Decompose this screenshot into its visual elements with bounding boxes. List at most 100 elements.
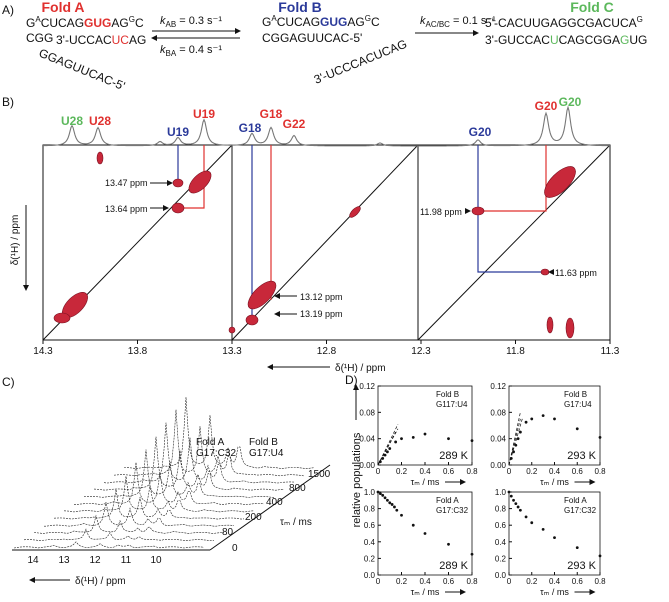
sequence-line: CGGAGUUCAC-5' <box>262 31 362 45</box>
panel-label: B) <box>2 95 14 109</box>
peak-label: U28 <box>61 114 83 128</box>
x-tick-label: 0.8 <box>466 577 478 586</box>
x-tick-label: 0.2 <box>396 467 408 476</box>
stacked-trace <box>83 449 274 498</box>
t-axis-label: τₘ / ms <box>280 517 312 528</box>
t-tick-label: 1500 <box>308 469 331 480</box>
sequence-segment: G <box>26 16 35 30</box>
sequence-segment: U <box>550 33 559 47</box>
data-point <box>386 498 389 502</box>
sequence-segment: G <box>637 15 643 24</box>
x-tick-label: 11 <box>121 555 132 566</box>
data-point <box>393 505 396 509</box>
sequence-segment: GUG <box>320 15 347 29</box>
rate-subscript: AC/BC <box>426 20 451 29</box>
data-point <box>512 450 515 454</box>
plot-annotation: G17:C32 <box>564 506 597 515</box>
plot-annotation: Fold A <box>436 496 459 505</box>
y-tick-label: 0.6 <box>364 521 376 530</box>
data-point <box>575 546 579 550</box>
data-point <box>395 508 399 512</box>
data-point <box>411 435 415 439</box>
data-point <box>383 453 387 457</box>
data-point <box>518 430 522 434</box>
rate-symbol: k <box>420 15 426 27</box>
y-tick-label: 0.8 <box>495 505 507 514</box>
stack-annotation: G17:U4 <box>249 448 284 459</box>
data-point <box>447 542 450 546</box>
data-point <box>512 498 515 502</box>
plot-annotation: Fold B <box>564 390 587 399</box>
stacked-trace <box>33 514 225 534</box>
peak-label: U19 <box>193 107 215 121</box>
peak-annotation: 13.19 ppm <box>300 309 343 319</box>
sequence-line: GACUCAGGUGAGGC <box>26 15 144 30</box>
data-point <box>524 515 528 519</box>
sequence-segment: AG <box>129 33 146 47</box>
data-point <box>518 508 522 512</box>
x-tick-label: 0.8 <box>594 467 606 476</box>
sequence-segment: A <box>271 14 277 23</box>
cross-peaks <box>53 151 576 339</box>
sequence-segment: UC <box>112 33 130 47</box>
sequence-segment: C <box>135 16 144 30</box>
y-tick-label: 0.12 <box>359 382 375 391</box>
x-axis-label: τₘ / ms <box>411 587 440 597</box>
plot-annotation: Fold A <box>564 496 587 505</box>
x-axis-label: δ(¹H) / ppm <box>335 363 386 374</box>
data-point <box>381 493 385 497</box>
stack-annotation: Fold B <box>249 437 278 448</box>
data-point <box>530 521 534 525</box>
sequence-line: 3'-UCCACUCAG <box>56 33 146 47</box>
data-point <box>388 447 392 450</box>
sequence-segment: AG <box>347 15 364 29</box>
rate-value: = 0.3 s⁻¹ <box>176 15 222 27</box>
fold-title: Fold C <box>570 0 614 15</box>
sequence-segment: 3'-UCCAC <box>56 33 112 47</box>
peak-label: G18 <box>239 121 262 135</box>
t-tick-label: 80 <box>222 527 234 538</box>
x-tick-label: 13.8 <box>128 346 148 357</box>
peak-annotation: 13.12 ppm <box>300 292 343 302</box>
data-point <box>524 420 528 424</box>
peak-label: G20 <box>469 125 492 139</box>
stacked-trace <box>44 501 235 527</box>
peak-label: G22 <box>283 117 306 131</box>
rate-constant: kAB = 0.3 s⁻¹ <box>160 15 222 29</box>
plot-annotation: G117:U4 <box>436 400 468 409</box>
temperature-label: 293 K <box>567 450 596 462</box>
rate-subscript: BA <box>166 49 177 58</box>
x-tick-label: 11.3 <box>601 346 620 357</box>
x-tick-label: 0.4 <box>419 467 431 476</box>
stack-annotation: G17:C32 <box>196 448 236 459</box>
peak-label: G20 <box>559 95 582 109</box>
y-tick-label: 0.04 <box>359 435 375 444</box>
rate-subscript: AB <box>166 20 177 29</box>
x-tick-label: 0.8 <box>466 467 478 476</box>
y-tick-label: 0.0 <box>495 571 507 580</box>
fit-line <box>508 417 523 466</box>
sequence-segment: CGG <box>26 31 53 45</box>
cross-peak-lines <box>177 145 547 320</box>
x-axis-label: τₘ / ms <box>540 477 569 487</box>
x-tick-label: 0 <box>507 467 512 476</box>
data-point <box>388 501 392 505</box>
fit-line <box>377 428 399 466</box>
y-tick-label: 0.08 <box>490 408 506 417</box>
data-point <box>394 440 398 444</box>
t-tick-label: 800 <box>289 483 306 494</box>
x-axis-label: τₘ / ms <box>540 587 569 597</box>
sequence-line: 5'-CACUUGAGGCGACUCAG <box>485 15 643 30</box>
y-tick-label: 1.0 <box>364 488 376 497</box>
plot-annotation: Fold B <box>436 390 459 399</box>
x-tick-label: 0.6 <box>572 577 584 586</box>
y-tick-label: 0.00 <box>359 461 375 470</box>
y-axis-label: δ(¹H) / ppm <box>10 215 21 266</box>
t-tick-label: 400 <box>266 497 283 508</box>
data-point <box>516 505 520 509</box>
sequence-segment: C <box>371 15 380 29</box>
data-point <box>514 443 518 447</box>
peak-annotation: 13.64 ppm <box>105 204 148 214</box>
sequence-segment: 5'-CACUUGAGGCGACUCA <box>485 16 637 30</box>
